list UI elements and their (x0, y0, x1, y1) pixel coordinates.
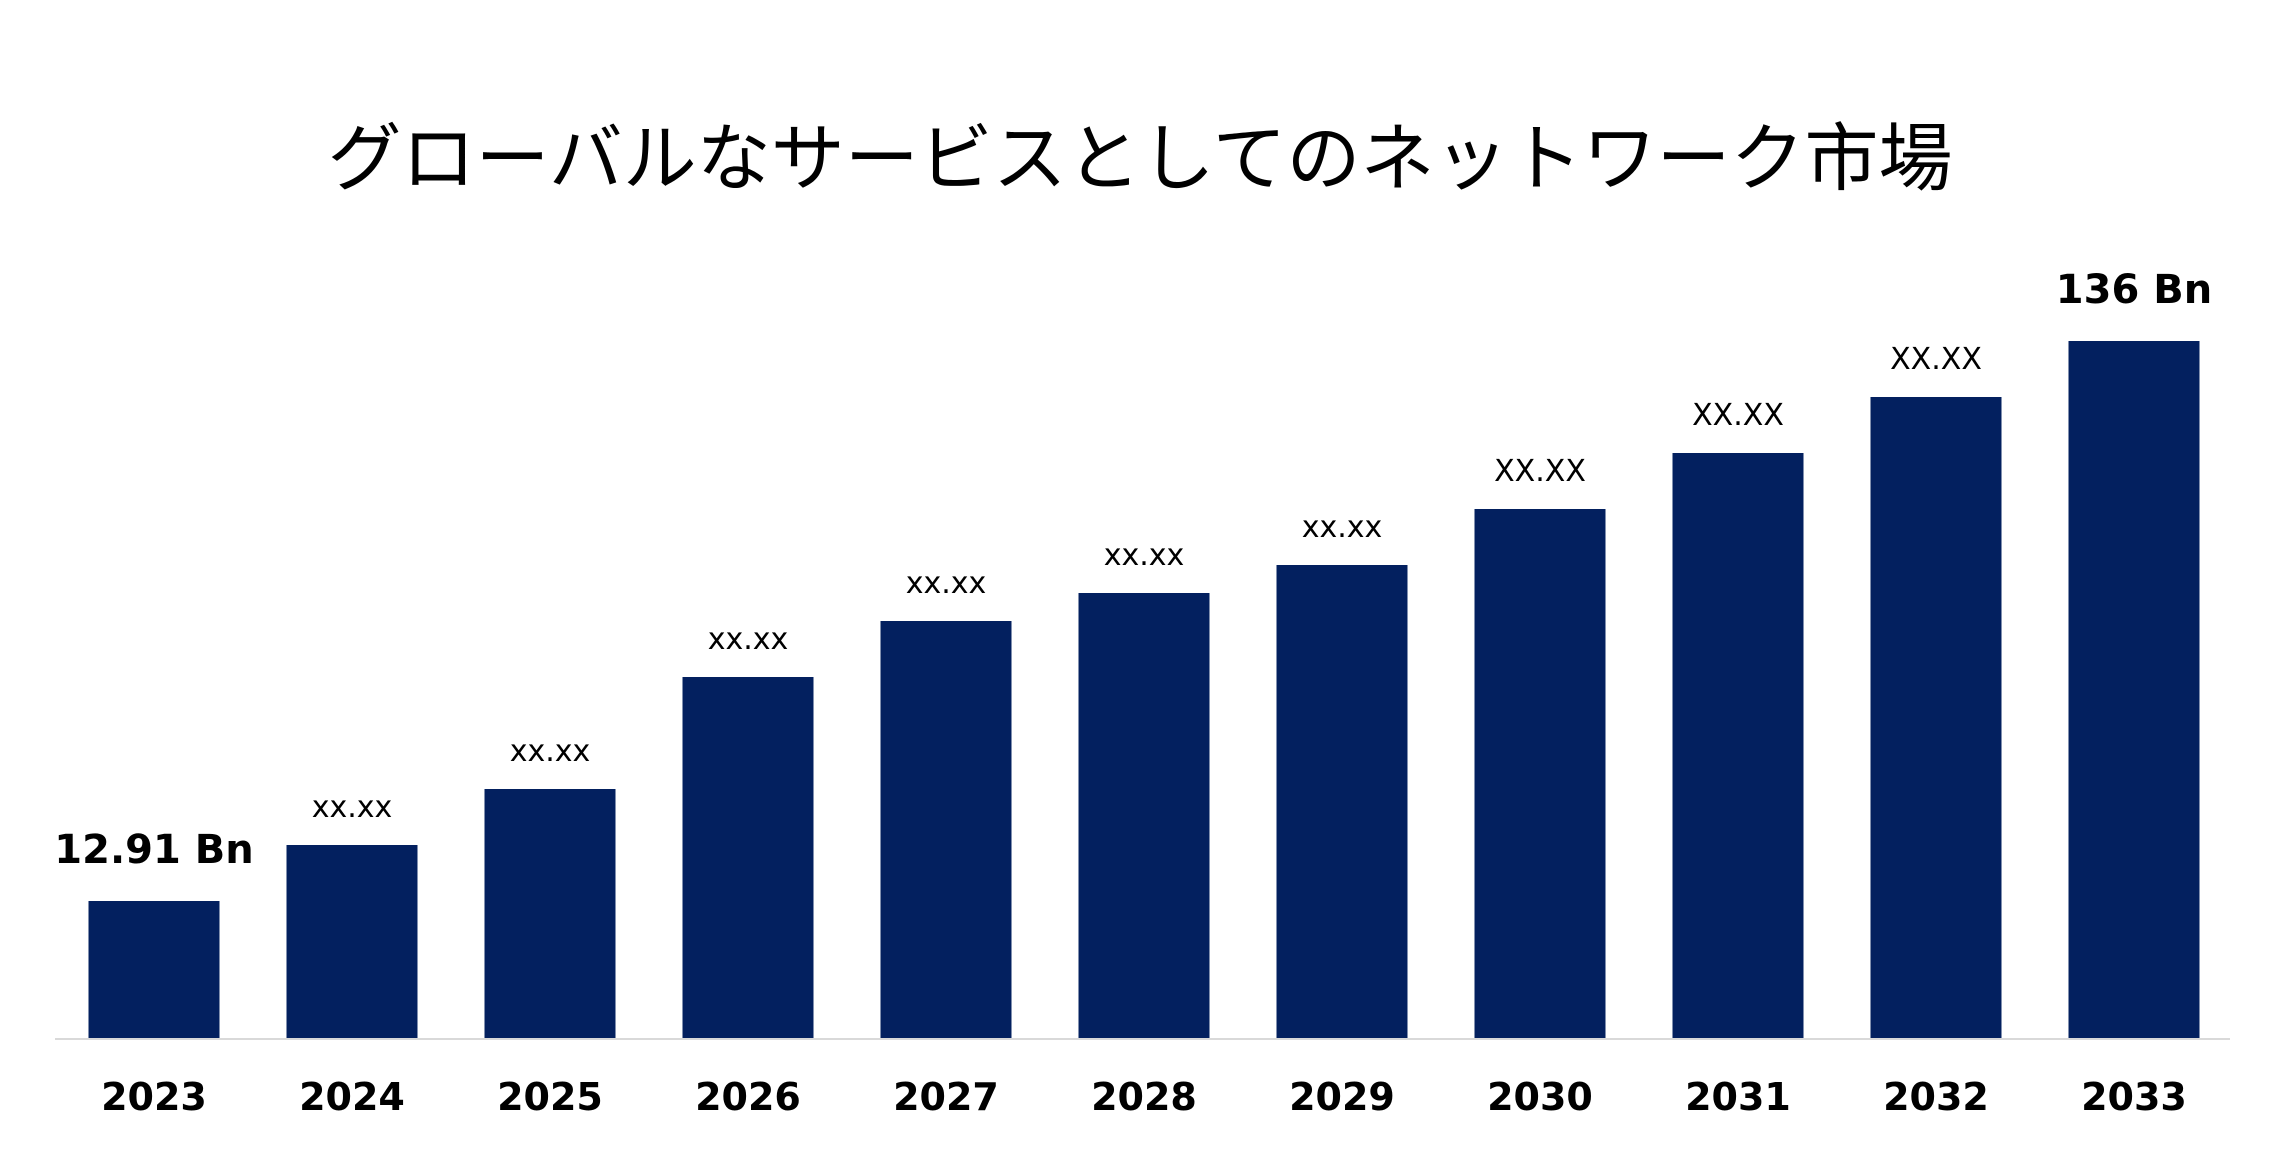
data-label-2025: xx.xx (510, 734, 591, 769)
bar-2024 (286, 845, 418, 1039)
x-tick-2024: 2024 (299, 1075, 405, 1119)
data-label-2033: 136 Bn (2056, 267, 2212, 313)
chart-title: グローバルなサービスとしてのネットワーク市場 (327, 116, 1952, 202)
bar-2025 (484, 789, 616, 1039)
bar-2023 (88, 901, 220, 1039)
x-tick-2029: 2029 (1289, 1075, 1395, 1119)
data-label-2032: XX.XX (1890, 342, 1982, 377)
bar-2027 (880, 621, 1012, 1039)
data-label-2029: xx.xx (1302, 510, 1383, 545)
x-tick-2030: 2030 (1487, 1075, 1593, 1119)
bar-2029 (1276, 565, 1408, 1039)
bar-2032 (1870, 397, 2002, 1039)
data-label-2023: 12.91 Bn (54, 827, 253, 873)
bars (88, 341, 2200, 1039)
data-label-2026: xx.xx (708, 622, 789, 657)
data-label-2030: XX.XX (1494, 454, 1586, 489)
x-tick-2025: 2025 (497, 1075, 603, 1119)
x-axis-ticks: 2023 2024 2025 2026 2027 2028 2029 2030 2031 2032… (101, 1075, 2187, 1119)
data-label-2031: XX.XX (1692, 398, 1784, 433)
x-tick-2031: 2031 (1685, 1075, 1791, 1119)
bar-2028 (1078, 593, 1210, 1039)
bar-2031 (1672, 453, 1804, 1039)
x-tick-2032: 2032 (1883, 1075, 1989, 1119)
bar-2033 (2068, 341, 2200, 1039)
bar-2026 (682, 677, 814, 1039)
x-tick-2026: 2026 (695, 1075, 801, 1119)
x-tick-2027: 2027 (893, 1075, 999, 1119)
bar-2030 (1474, 509, 1606, 1039)
x-tick-2023: 2023 (101, 1075, 207, 1119)
x-tick-2033: 2033 (2081, 1075, 2187, 1119)
data-label-2028: xx.xx (1104, 538, 1185, 573)
x-tick-2028: 2028 (1091, 1075, 1197, 1119)
data-label-2027: xx.xx (906, 566, 987, 601)
data-label-2024: xx.xx (312, 790, 393, 825)
data-labels: 12.91 Bn xx.xx xx.xx xx.xx xx.xx xx.xx xx.xx XX… (54, 267, 2212, 873)
